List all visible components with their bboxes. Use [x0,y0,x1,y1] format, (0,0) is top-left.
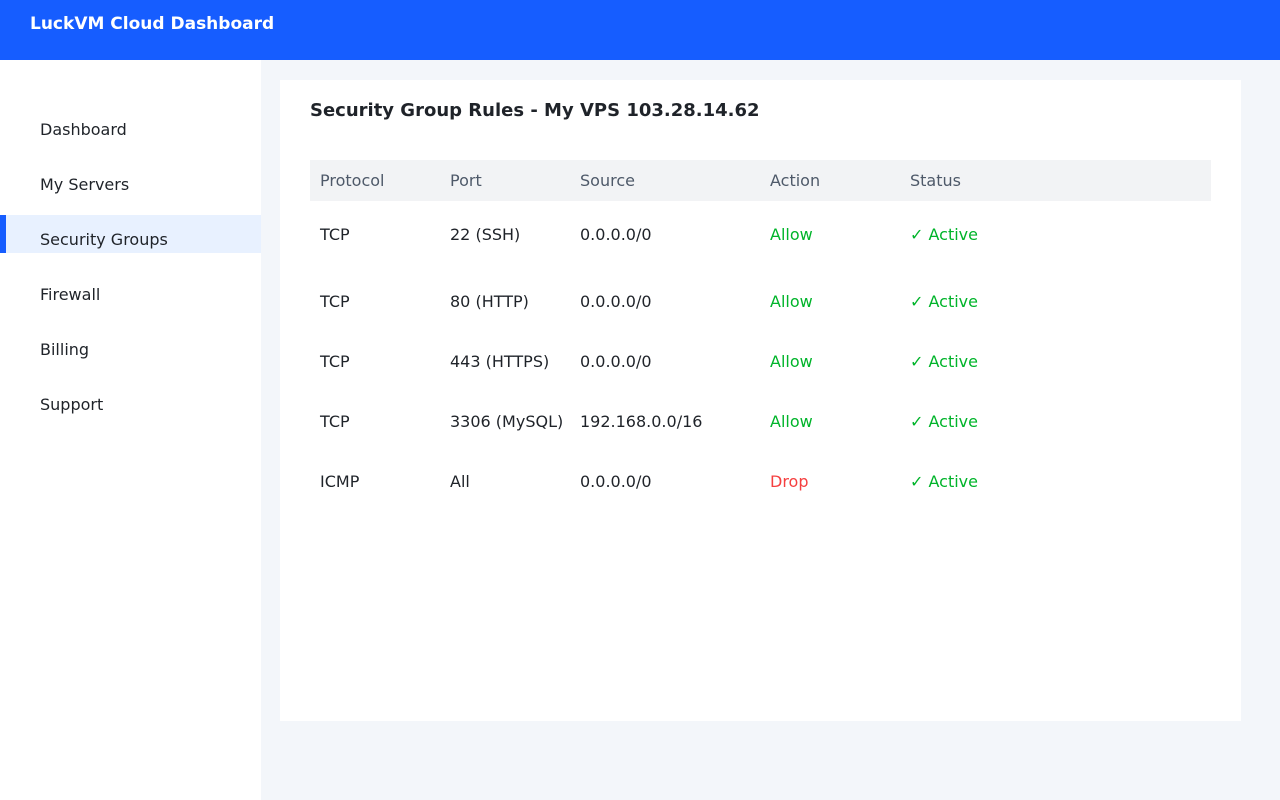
sidebar-item-label: Firewall [40,285,101,304]
cell-source: 0.0.0.0/0 [580,225,652,244]
cell-status: ✓ Active [910,225,978,244]
sidebar-item-label: Security Groups [40,230,168,249]
table-header-row: Protocol Port Source Action Status [310,160,1211,201]
sidebar-item-label: My Servers [40,175,130,194]
column-header-source: Source [580,171,635,190]
sidebar: Dashboard My Servers Security Groups Fir… [0,60,261,800]
sidebar-item-label: Dashboard [40,120,127,139]
sidebar-item-billing[interactable]: Billing [0,325,261,363]
column-header-action: Action [770,171,821,190]
column-header-port: Port [450,171,482,190]
cell-protocol: TCP [320,225,350,244]
table-row: ICMP All 0.0.0.0/0 Drop ✓ Active [310,448,1211,508]
cell-protocol: ICMP [320,472,360,491]
cell-source: 0.0.0.0/0 [580,472,652,491]
sidebar-item-firewall[interactable]: Firewall [0,270,261,308]
sidebar-item-security-groups[interactable]: Security Groups [0,215,261,253]
table-row: TCP 3306 (MySQL) 192.168.0.0/16 Allow ✓ … [310,388,1211,448]
cell-action: Allow [770,225,813,244]
sidebar-item-dashboard[interactable]: Dashboard [0,105,261,143]
cell-source: 0.0.0.0/0 [580,352,652,371]
sidebar-item-support[interactable]: Support [0,380,261,418]
cell-action: Allow [770,292,813,311]
column-header-protocol: Protocol [320,171,385,190]
table-row: TCP 22 (SSH) 0.0.0.0/0 Allow ✓ Active [310,201,1211,268]
cell-protocol: TCP [320,352,350,371]
security-rules-panel: Security Group Rules - My VPS 103.28.14.… [280,80,1241,721]
security-rules-table: Protocol Port Source Action Status TCP 2… [310,160,1211,508]
cell-port: 3306 (MySQL) [450,412,564,431]
cell-port: 443 (HTTPS) [450,352,550,371]
cell-source: 0.0.0.0/0 [580,292,652,311]
cell-port: All [450,472,470,491]
cell-status: ✓ Active [910,472,978,491]
sidebar-item-label: Billing [40,340,90,359]
cell-status: ✓ Active [910,412,978,431]
cell-action: Drop [770,472,809,491]
table-row: TCP 443 (HTTPS) 0.0.0.0/0 Allow ✓ Active [310,328,1211,388]
cell-action: Allow [770,352,813,371]
cell-source: 192.168.0.0/16 [580,412,703,431]
cell-port: 22 (SSH) [450,225,521,244]
column-header-status: Status [910,171,961,190]
cell-status: ✓ Active [910,352,978,371]
cell-action: Allow [770,412,813,431]
sidebar-item-my-servers[interactable]: My Servers [0,160,261,198]
cell-port: 80 (HTTP) [450,292,529,311]
cell-protocol: TCP [320,412,350,431]
table-row: TCP 80 (HTTP) 0.0.0.0/0 Allow ✓ Active [310,268,1211,328]
app-title: LuckVM Cloud Dashboard [30,14,275,34]
sidebar-item-label: Support [40,395,104,414]
cell-protocol: TCP [320,292,350,311]
top-bar: LuckVM Cloud Dashboard [0,0,1280,60]
cell-status: ✓ Active [910,292,978,311]
page-title: Security Group Rules - My VPS 103.28.14.… [310,100,760,121]
